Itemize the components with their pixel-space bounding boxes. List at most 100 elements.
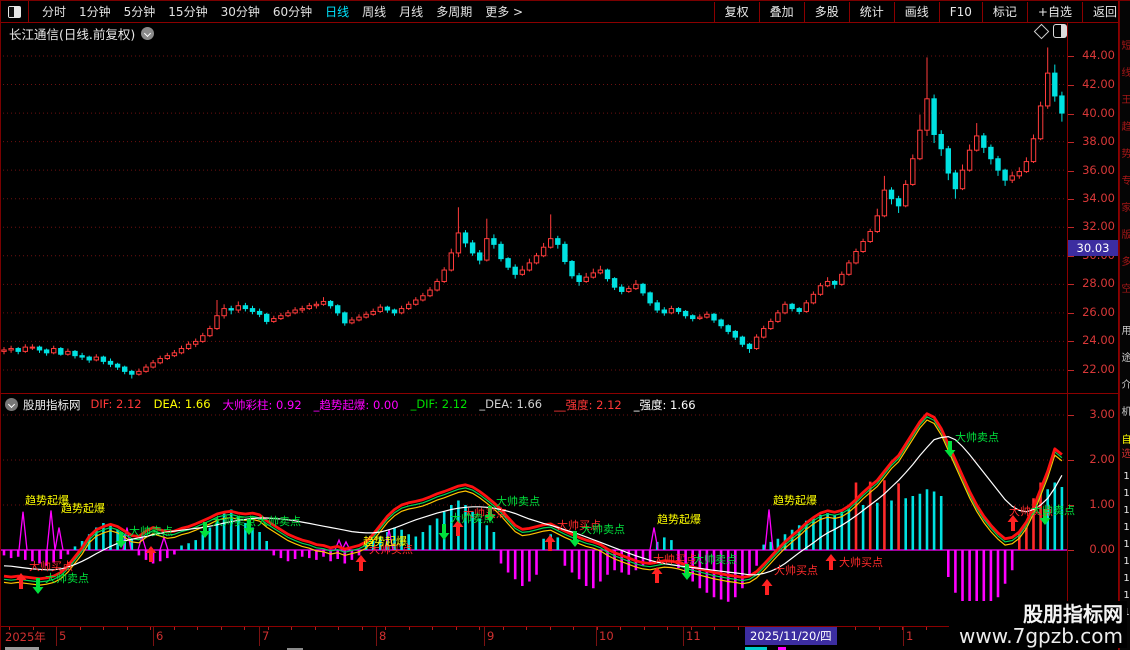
strip-glyph: 选 (1121, 449, 1130, 460)
layout-toggle-icon[interactable] (8, 5, 21, 18)
minor-tick (314, 627, 316, 630)
toolbar-button-标记[interactable]: 标记 (992, 5, 1017, 19)
period-tab-30分钟[interactable]: 30分钟 (220, 5, 260, 19)
period-tab-月线[interactable]: 月线 (399, 5, 424, 19)
year-label: 2025年 (5, 630, 46, 644)
minor-tick (573, 627, 574, 630)
period-tab-周线[interactable]: 周线 (362, 5, 387, 19)
indicator-field: _DIF: 2.12 (410, 396, 468, 411)
stock-title: 长江通信(日线.前复权) (9, 27, 136, 42)
date-highlight-badge: 2025/11/20/四 (745, 627, 837, 645)
indicator-collapse-icon[interactable] (5, 398, 18, 411)
minor-tick (667, 627, 668, 630)
strip-glyph: 多 (1121, 257, 1130, 268)
title-dropdown-icon[interactable] (141, 27, 155, 40)
price-tick (1067, 85, 1074, 86)
strip-glyph: 王 (1121, 95, 1130, 106)
minor-tick (385, 627, 386, 630)
indicator-chart[interactable] (1, 395, 1067, 626)
indicator-field: 大帅彩柱: 0.92 (222, 397, 302, 412)
toolbar-separator (981, 1, 983, 22)
minor-tick (267, 627, 269, 630)
minor-tick (103, 627, 104, 630)
price-tick-label: 42.00 (1082, 77, 1115, 91)
sell-arrow (199, 522, 211, 538)
price-tick-label: 38.00 (1082, 134, 1115, 148)
price-tick-label: 24.00 (1082, 333, 1115, 347)
toolbar-separator (713, 1, 715, 22)
watermark: 股朋指标网 www.7gpzb.com (949, 601, 1127, 648)
period-tab-5分钟[interactable]: 5分钟 (123, 5, 156, 19)
minor-tick (714, 627, 715, 630)
indicator-field: DEA: 1.66 (153, 396, 211, 411)
strip-glyph: 自 (1121, 435, 1130, 446)
period-tab-多周期[interactable]: 多周期 (436, 5, 473, 19)
toolbar-separator (803, 1, 805, 22)
minor-tick (126, 627, 128, 630)
period-tab-分时[interactable]: 分时 (42, 5, 67, 19)
buy-arrow (544, 535, 556, 551)
minor-tick (526, 627, 527, 630)
indicator-tick-label: 2.00 (1089, 452, 1115, 466)
month-label: 6 (156, 629, 164, 643)
minor-tick (596, 627, 598, 630)
minor-tick (549, 627, 551, 630)
indicator-field: __强度: 2.12 (554, 397, 622, 412)
strip-glyph: 1 (1123, 573, 1130, 584)
buy-arrow (1007, 515, 1019, 531)
period-tab-60分钟[interactable]: 60分钟 (272, 5, 313, 19)
price-tick-label: 26.00 (1082, 305, 1115, 319)
candlestick-chart[interactable] (1, 23, 1067, 394)
minor-tick (150, 627, 151, 630)
strip-glyph: 1 (1123, 488, 1130, 499)
price-tick (1067, 171, 1074, 172)
price-tick (1067, 114, 1074, 115)
minor-tick (361, 627, 363, 630)
minor-tick (173, 627, 175, 630)
price-tick (1067, 56, 1074, 57)
minor-tick (32, 627, 34, 630)
sell-arrow (438, 524, 450, 540)
indicator-tick-label: 3.00 (1089, 407, 1115, 421)
strip-glyph: 家 (1121, 203, 1130, 214)
toolbar-separator (893, 1, 895, 22)
month-label: 11 (686, 629, 701, 643)
price-tick-label: 28.00 (1082, 276, 1115, 290)
panel-toggle-icon[interactable] (1053, 24, 1067, 38)
strip-glyph: 1 (1123, 471, 1130, 482)
minor-tick (9, 627, 10, 630)
price-highlight-badge: 30.03 (1068, 240, 1118, 256)
month-separator (56, 627, 57, 646)
buy-arrow (145, 546, 157, 562)
watermark-site-name: 股朋指标网 (1023, 602, 1123, 626)
toolbar-button-F10[interactable]: F10 (949, 4, 972, 19)
toolbar-separator (758, 1, 760, 22)
indicator-tick (1067, 415, 1074, 416)
toolbar-button-画线[interactable]: 画线 (904, 5, 929, 19)
cutoff-fragment (287, 648, 303, 650)
toolbar-button-叠加[interactable]: 叠加 (769, 5, 794, 19)
minor-tick (291, 627, 292, 630)
toolbar-button-+自选[interactable]: +自选 (1037, 5, 1072, 19)
price-tick-label: 34.00 (1082, 191, 1115, 205)
period-tab-15分钟[interactable]: 15分钟 (168, 5, 208, 19)
toolbar-button-返回[interactable]: 返回 (1092, 5, 1117, 19)
indicator-tick (1067, 550, 1074, 551)
toolbar-button-复权[interactable]: 复权 (724, 5, 749, 19)
toolbar-button-多股[interactable]: 多股 (814, 5, 839, 19)
price-tick-label: 32.00 (1082, 219, 1115, 233)
right-sidebar-strip[interactable]: 短线王趋势专家版多空用途介机自选111111111 (1119, 1, 1130, 650)
toolbar-separator (1026, 1, 1028, 22)
month-label: 9 (487, 629, 495, 643)
sell-arrow (32, 578, 44, 594)
period-tab-1分钟[interactable]: 1分钟 (79, 5, 111, 19)
minor-tick (220, 627, 222, 630)
price-tick (1067, 313, 1074, 314)
price-tick-label: 40.00 (1082, 106, 1115, 120)
period-tab-更多 >[interactable]: 更多 > (485, 5, 524, 19)
strip-glyph: 1 (1123, 539, 1130, 550)
buy-arrow (15, 573, 27, 589)
period-tab-日线[interactable]: 日线 (325, 5, 350, 19)
toolbar-button-统计[interactable]: 统计 (859, 5, 884, 19)
